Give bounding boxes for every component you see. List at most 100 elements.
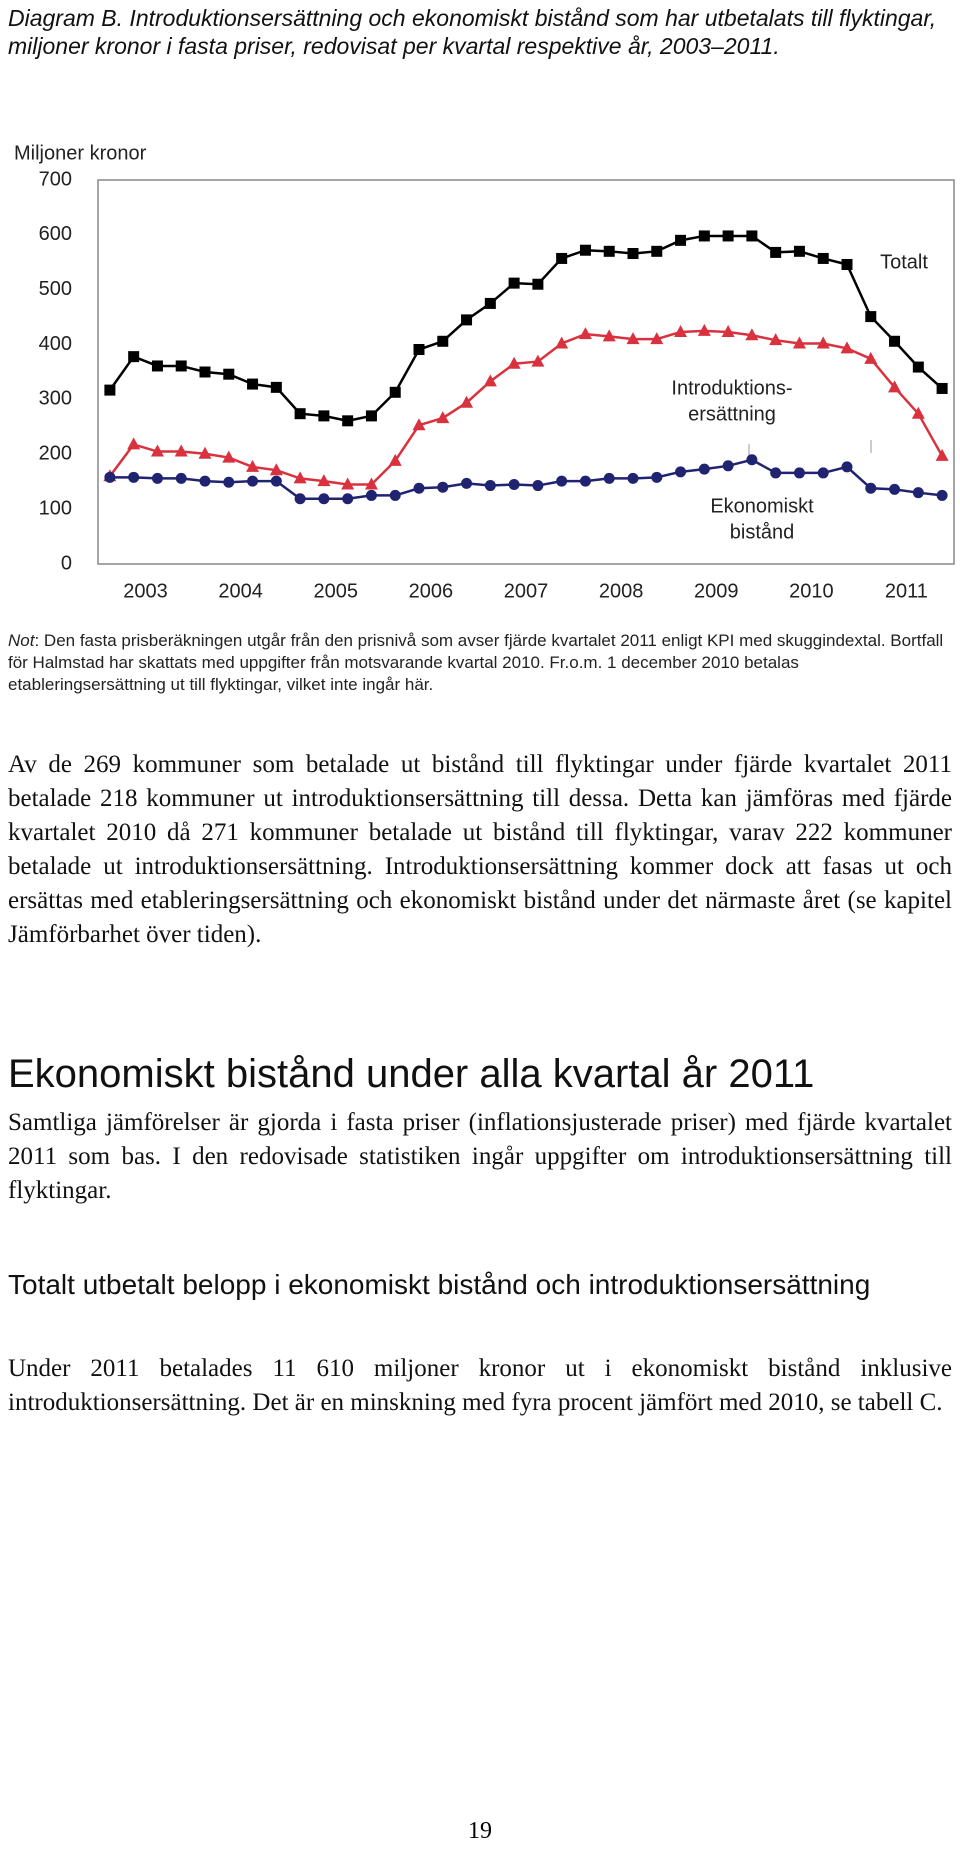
marker — [532, 480, 544, 492]
series-line — [108, 329, 944, 486]
marker — [460, 395, 474, 408]
marker — [365, 410, 377, 422]
x-tick-label: 2004 — [218, 580, 263, 602]
marker — [531, 354, 545, 367]
marker — [770, 467, 782, 479]
marker — [889, 483, 901, 495]
marker — [555, 336, 569, 349]
paragraph: Samtliga jämförelser är gjorda i fasta p… — [8, 1109, 952, 1204]
marker — [651, 245, 663, 257]
note-text: : Den fasta prisberäkningen utgår från d… — [8, 631, 944, 694]
marker — [318, 410, 330, 422]
marker — [150, 444, 164, 457]
marker — [626, 332, 640, 345]
marker — [175, 360, 187, 372]
marker — [270, 381, 282, 393]
marker — [698, 230, 710, 242]
marker — [128, 471, 140, 483]
marker — [413, 482, 425, 494]
marker — [841, 461, 853, 473]
marker — [936, 382, 948, 394]
marker — [935, 448, 949, 461]
marker — [104, 384, 116, 396]
marker — [841, 258, 853, 270]
paragraph: Av de 269 kommuner som betalade ut bistå… — [8, 751, 952, 948]
y-tick-label: 100 — [39, 497, 72, 519]
marker — [223, 476, 235, 488]
marker — [365, 489, 377, 501]
marker — [461, 477, 473, 489]
marker — [911, 406, 925, 419]
x-tick-label: 2008 — [599, 580, 644, 602]
marker — [816, 336, 830, 349]
marker — [864, 351, 878, 364]
marker — [746, 454, 758, 466]
marker — [746, 230, 758, 242]
marker — [627, 472, 639, 484]
marker — [246, 459, 260, 472]
marker — [674, 324, 688, 337]
marker — [388, 453, 402, 466]
page-number: 19 — [468, 1818, 492, 1844]
subheading: Totalt utbetalt belopp i ekonomiskt bist… — [8, 1269, 871, 1300]
marker — [342, 493, 354, 505]
marker — [817, 252, 829, 264]
marker — [532, 278, 544, 290]
marker — [437, 335, 449, 347]
marker — [317, 474, 331, 487]
y-axis-label: Miljoner kronor — [14, 142, 147, 164]
marker — [865, 482, 877, 494]
marker — [222, 450, 236, 463]
y-tick-label: 200 — [39, 443, 72, 465]
marker — [556, 252, 568, 264]
series-line — [108, 234, 943, 423]
y-tick-label: 500 — [39, 278, 72, 300]
marker — [341, 477, 355, 490]
series-line — [109, 458, 943, 500]
marker — [484, 297, 496, 309]
marker — [247, 378, 259, 390]
marker — [413, 344, 425, 356]
series-label: Introduktions- — [671, 377, 792, 399]
marker — [389, 489, 401, 501]
marker — [508, 478, 520, 490]
marker — [556, 475, 568, 487]
marker — [294, 408, 306, 420]
marker — [603, 245, 615, 257]
marker — [579, 244, 591, 256]
marker — [912, 361, 924, 373]
marker — [151, 360, 163, 372]
marker — [198, 446, 212, 459]
marker — [627, 248, 639, 260]
marker — [793, 467, 805, 479]
marker — [412, 418, 426, 431]
marker — [294, 493, 306, 505]
marker — [936, 489, 948, 501]
x-tick-label: 2011 — [885, 580, 928, 602]
marker — [912, 487, 924, 499]
x-tick-label: 2009 — [694, 580, 739, 602]
x-tick-label: 2010 — [789, 580, 834, 602]
marker — [770, 246, 782, 258]
marker — [223, 368, 235, 380]
chart: Miljoner kronor 0 100 200 300 400 500 600 700 20… — [14, 142, 955, 602]
heading: Ekonomiskt bistånd under alla kvartal år… — [8, 1052, 815, 1096]
marker — [436, 411, 450, 424]
x-tick-label: 2006 — [409, 580, 454, 602]
x-tick-label: 2003 — [123, 580, 168, 602]
marker — [722, 460, 734, 472]
series-label: Totalt — [880, 251, 928, 273]
marker — [579, 475, 591, 487]
x-tick-label: 2007 — [504, 580, 549, 602]
y-tick-label: 0 — [61, 552, 72, 574]
marker — [437, 481, 449, 493]
marker — [578, 327, 592, 340]
marker — [769, 333, 783, 346]
marker — [675, 466, 687, 478]
marker — [199, 366, 211, 378]
plot-frame — [97, 179, 955, 565]
marker — [888, 380, 902, 393]
marker — [151, 472, 163, 484]
marker — [602, 329, 616, 342]
